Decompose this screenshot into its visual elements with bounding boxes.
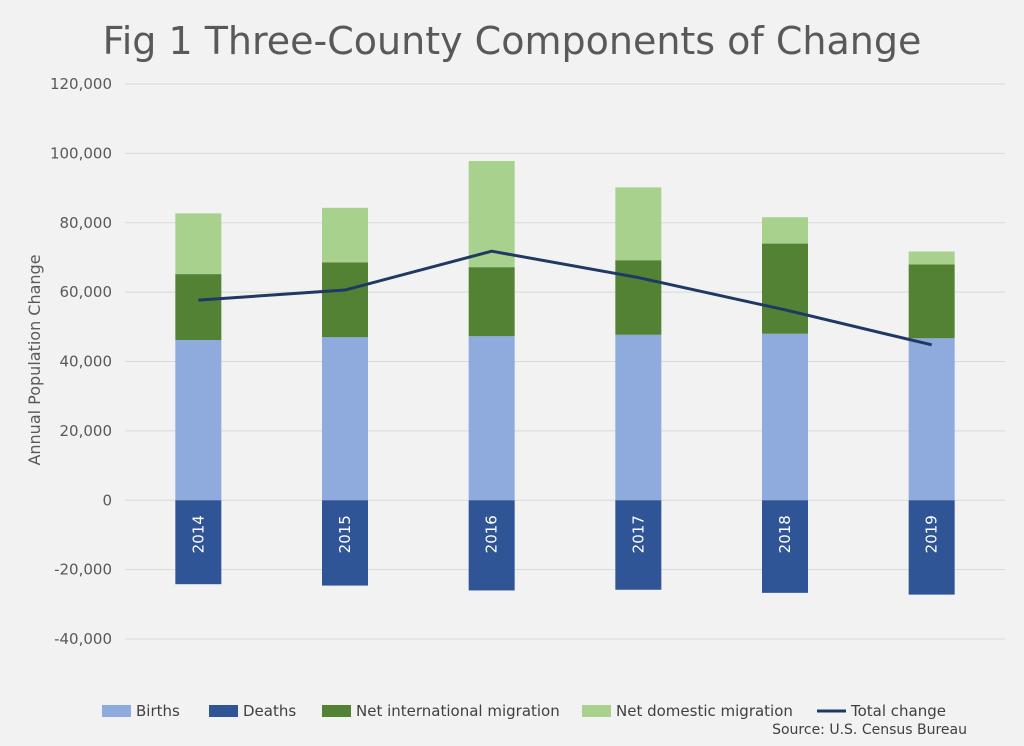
legend: Births Deaths Net international migration N… [102, 702, 946, 720]
y-tick-label: 80,000 [60, 214, 113, 232]
bar-net-domestic-migration-2019 [908, 251, 955, 265]
bars [175, 161, 955, 595]
bar-net-domestic-migration-2017 [615, 187, 662, 261]
y-tick-label: 40,000 [60, 353, 113, 371]
legend-swatch [322, 705, 351, 717]
total-change-line-layer [198, 249, 933, 347]
legend-label: Births [136, 702, 180, 720]
source-note: Source: U.S. Census Bureau [772, 722, 967, 738]
total-change-line [198, 249, 933, 347]
legend-label: Net international migration [356, 702, 560, 720]
bar-net-international-migration-2018 [762, 243, 808, 334]
y-axis-label: Annual Population Change [25, 254, 44, 465]
bar-deaths-2019 [908, 500, 955, 595]
bar-deaths-2018 [762, 500, 808, 593]
bar-births-2015 [322, 337, 368, 501]
legend-label: Net domestic migration [616, 702, 793, 720]
y-tick-label: 0 [102, 491, 112, 509]
bar-net-domestic-migration-2018 [762, 217, 808, 244]
bar-net-international-migration-2014 [175, 274, 222, 340]
y-tick-label: 20,000 [60, 422, 113, 440]
bar-net-international-migration-2019 [908, 264, 955, 339]
x-category-label: 2019 [923, 515, 941, 553]
chart-title: Fig 1 Three-County Components of Change [103, 19, 922, 63]
x-category-label: 2015 [336, 515, 354, 553]
y-tick-label: 100,000 [50, 144, 112, 162]
x-category-label: 2017 [629, 515, 647, 553]
gridlines [125, 83, 1005, 640]
legend-swatch [582, 705, 611, 717]
bar-deaths-2016 [468, 500, 515, 591]
bar-deaths-2017 [615, 500, 662, 590]
legend-swatch [102, 705, 131, 717]
bar-net-domestic-migration-2014 [175, 213, 222, 275]
legend-swatch [209, 705, 238, 717]
bar-deaths-2015 [322, 500, 368, 586]
bar-net-international-migration-2017 [615, 260, 662, 335]
bar-net-international-migration-2016 [468, 267, 515, 337]
bar-net-domestic-migration-2015 [322, 207, 368, 263]
bar-deaths-2014 [175, 500, 222, 585]
bar-net-domestic-migration-2016 [468, 161, 515, 268]
y-tick-label: 120,000 [50, 75, 112, 93]
y-tick-label: 60,000 [60, 283, 113, 301]
x-category-label: 2014 [189, 515, 207, 553]
bar-births-2017 [615, 334, 662, 501]
category-labels: 2014 2015 2016 2017 2018 2019 [189, 515, 940, 553]
legend-label: Deaths [243, 702, 296, 720]
bar-births-2019 [908, 338, 955, 501]
legend-label: Total change [850, 702, 946, 720]
bar-births-2016 [468, 336, 515, 501]
bar-births-2014 [175, 339, 222, 501]
y-tick-label: -20,000 [54, 561, 112, 579]
x-category-label: 2016 [483, 515, 501, 553]
y-tick-label: -40,000 [54, 630, 112, 648]
y-axis-ticks: -40,000 -20,000 0 20,000 40,000 60,000 80,000 1… [50, 75, 112, 648]
bar-births-2018 [762, 333, 808, 501]
x-category-label: 2018 [776, 515, 794, 553]
bar-net-international-migration-2015 [322, 262, 368, 338]
